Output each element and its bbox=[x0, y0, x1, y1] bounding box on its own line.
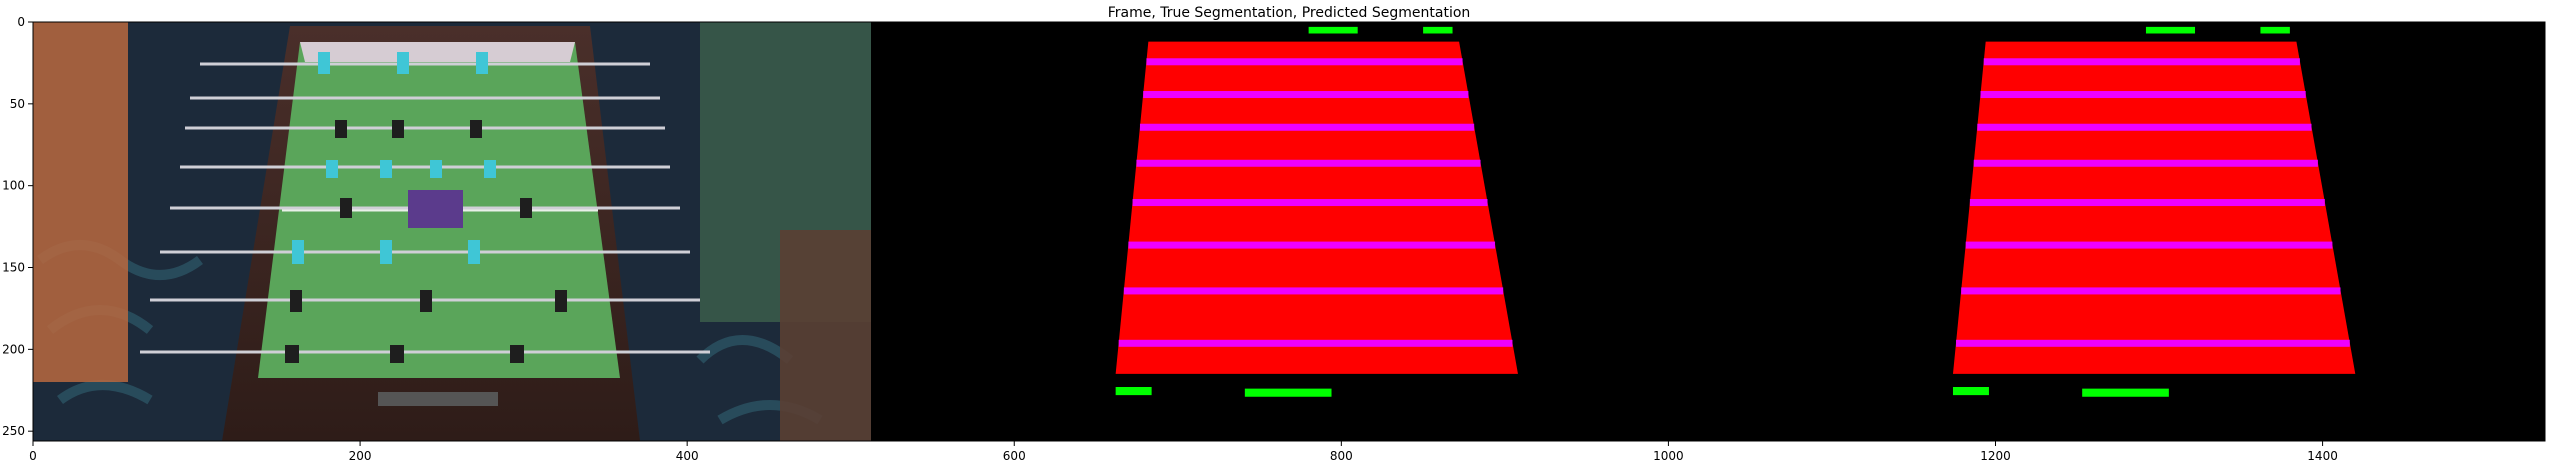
rod-mask bbox=[1980, 91, 2306, 99]
goal-mask bbox=[1952, 386, 1989, 396]
rod-mask bbox=[1965, 241, 2333, 249]
x-tick-label: 0 bbox=[29, 449, 37, 463]
x-tick-label: 800 bbox=[1330, 449, 1353, 463]
table-end-panel bbox=[300, 42, 575, 62]
axes: 0 200 400 600 800 1000 1200 1400 0 50 100 150 200 250 bbox=[2, 15, 2546, 463]
goal-mask bbox=[1115, 386, 1152, 396]
rod-mask bbox=[1969, 199, 2325, 207]
predicted-segmentation-panel bbox=[1952, 26, 2356, 397]
y-tick-label: 50 bbox=[10, 97, 25, 111]
x-tick-label: 600 bbox=[1003, 449, 1026, 463]
goal-mask bbox=[2082, 388, 2169, 397]
rod-mask bbox=[1973, 159, 2318, 167]
goal-mask bbox=[2260, 26, 2290, 34]
y-tick-label: 0 bbox=[17, 15, 25, 29]
rod-mask bbox=[1118, 339, 1513, 347]
x-tick-label: 1000 bbox=[1653, 449, 1684, 463]
rod-mask bbox=[1956, 339, 2350, 347]
goal-mask bbox=[1423, 26, 1453, 34]
chart-title: Frame, True Segmentation, Predicted Segm… bbox=[1108, 5, 1471, 21]
rod-mask bbox=[1136, 159, 1481, 167]
x-tick-label: 400 bbox=[676, 449, 699, 463]
score-counter bbox=[378, 392, 498, 406]
rod-mask bbox=[1983, 58, 2300, 66]
x-tick-label: 1200 bbox=[1980, 449, 2011, 463]
true-segmentation-panel bbox=[1115, 26, 1518, 397]
rod-mask bbox=[1132, 199, 1488, 207]
y-tick-label: 250 bbox=[2, 424, 25, 438]
goal-mask bbox=[1244, 388, 1332, 397]
rod-mask bbox=[1143, 91, 1469, 99]
goal-mask bbox=[2145, 26, 2196, 34]
rod-mask bbox=[1123, 287, 1504, 295]
y-tick-label: 100 bbox=[2, 179, 25, 193]
rod-mask bbox=[1977, 123, 2312, 131]
player-left-arm bbox=[33, 22, 128, 382]
rod-mask bbox=[1139, 123, 1475, 131]
goal-mask bbox=[1308, 26, 1358, 34]
axes-frame bbox=[32, 21, 2546, 442]
plot-area bbox=[33, 22, 2545, 441]
frame-panel bbox=[33, 22, 871, 441]
x-tick-label: 200 bbox=[349, 449, 372, 463]
table-logo bbox=[408, 190, 463, 228]
rod-mask bbox=[1146, 58, 1463, 66]
rod-mask bbox=[1128, 241, 1496, 249]
y-tick-label: 200 bbox=[2, 342, 25, 356]
rod-mask bbox=[1961, 287, 2341, 295]
y-tick-label: 150 bbox=[2, 261, 25, 275]
player-right-shirt bbox=[780, 230, 871, 441]
x-tick-label: 1400 bbox=[2307, 449, 2338, 463]
foosball-men-blue bbox=[292, 52, 496, 264]
